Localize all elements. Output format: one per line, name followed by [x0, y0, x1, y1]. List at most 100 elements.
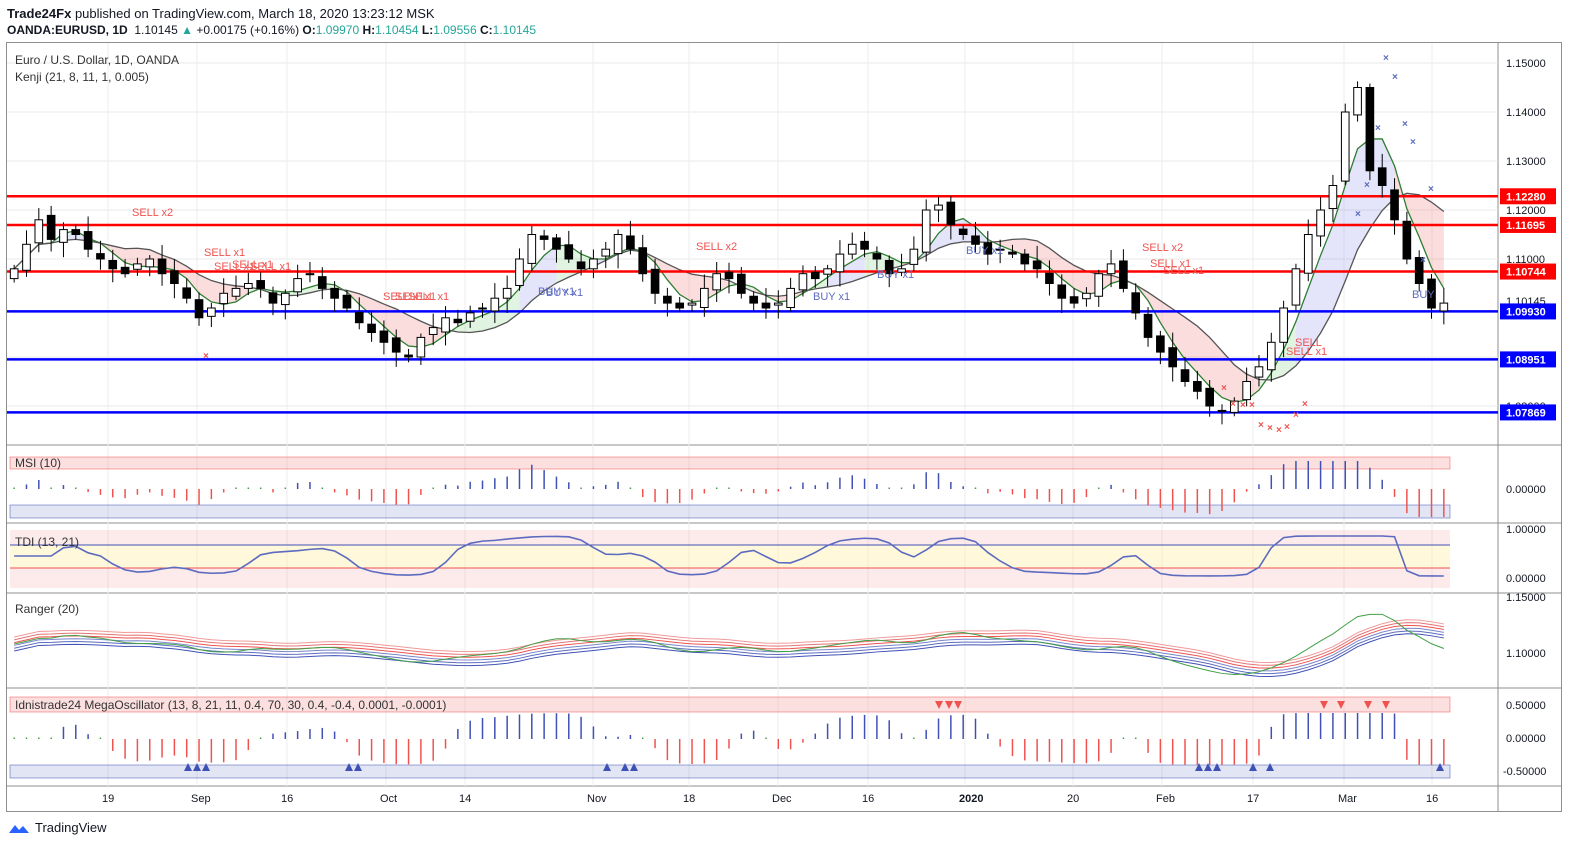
tdi-line [14, 535, 1444, 577]
high-value: 1.10454 [375, 23, 419, 37]
tradingview-logo-icon [9, 824, 29, 833]
signal-x-marker: × [1428, 184, 1434, 195]
mega-buy-triangle [1266, 763, 1274, 771]
candle-body [995, 248, 1005, 251]
candle-body [1316, 209, 1325, 237]
candle-body [946, 201, 956, 226]
up-arrow-icon: ▲ [181, 23, 193, 37]
candle-body [909, 248, 919, 265]
candle-body [1205, 387, 1214, 407]
candle-body [847, 243, 857, 255]
kenji-band-segment [396, 308, 409, 346]
candle-body [1082, 292, 1091, 300]
signal-x-marker: × [1410, 137, 1416, 148]
kenji-band-segment [482, 310, 495, 332]
kenji-band-segment [519, 270, 532, 313]
kenji-band-segment [1000, 239, 1013, 251]
candle-body [404, 354, 413, 358]
time-axis-label: 16 [862, 793, 874, 805]
mega-buy-triangle [1213, 763, 1221, 771]
kenji-band-segment [655, 257, 668, 280]
trade-signal-label: SELL x1 [214, 261, 255, 273]
low-value: 1.09556 [433, 23, 477, 37]
trade-signal-label: SELL x1 [408, 291, 449, 303]
mega-sell-triangle [945, 701, 953, 709]
trade-signal-label: SELL x1 [1286, 346, 1327, 358]
candle-body [712, 273, 721, 291]
trade-signal-label: BUY x1 [877, 269, 914, 281]
signal-x-marker: × [1258, 420, 1264, 431]
mega-sell-triangle [1337, 701, 1345, 709]
candle-body [589, 258, 598, 270]
candle-body [256, 280, 265, 289]
tradingview-text: TradingView [35, 820, 107, 835]
kenji-band-segment [112, 245, 126, 263]
candle-body [1390, 189, 1399, 221]
candle-body [700, 287, 709, 309]
candle-body [441, 317, 450, 333]
resistance-badge [1500, 263, 1556, 280]
candle-body [897, 268, 906, 273]
kenji-band-segment [938, 222, 951, 249]
candle-body [798, 273, 808, 291]
candle-body [971, 235, 980, 245]
candle-body [1119, 260, 1128, 289]
time-axis-label: 2020 [959, 793, 983, 805]
candle-body [1045, 272, 1054, 284]
candle-body [170, 270, 179, 285]
candle-body [552, 237, 561, 250]
candle-body [1427, 278, 1436, 309]
trade-signal-label: BUY x1 [813, 291, 850, 303]
trade-signal-label: SELL x1 [383, 291, 424, 303]
candle-body [1193, 381, 1202, 392]
time-axis-label: 16 [1426, 793, 1438, 805]
kenji-band-segment [1197, 326, 1210, 387]
candle-body [1340, 111, 1350, 182]
signal-x-marker: × [1392, 72, 1398, 83]
tradingview-logo[interactable]: TradingView [7, 820, 107, 835]
price-tick-label: 1.15000 [1506, 58, 1546, 70]
kenji-band-segment [457, 320, 471, 333]
price-tick-label: 1.14000 [1506, 107, 1546, 119]
resistance-badge [1500, 188, 1556, 205]
candle-body [663, 295, 672, 304]
candle-body [1266, 341, 1276, 371]
candle-body [1057, 284, 1067, 299]
candle-body [83, 231, 93, 250]
mega-buy-triangle [630, 763, 638, 771]
kenji-band-segment [1345, 148, 1358, 282]
resistance-badge [1500, 216, 1556, 233]
ranger-axis-label: 1.15000 [1506, 592, 1546, 604]
candle-body [983, 242, 993, 255]
candle-body [108, 259, 118, 270]
candle-body [1168, 347, 1178, 368]
candle-body [305, 273, 315, 276]
candle-body [1106, 263, 1116, 275]
candle-body [354, 311, 364, 324]
ranger-band-line [14, 619, 1444, 663]
kenji-band-segment [1221, 351, 1235, 403]
signal-x-marker: × [1402, 119, 1408, 130]
candle-body [626, 235, 635, 250]
signal-x-marker: × [1293, 410, 1299, 421]
candle-body [157, 258, 167, 275]
candle-body [34, 219, 44, 244]
candle-body [416, 336, 426, 358]
tdi-upper-zone [10, 530, 1450, 545]
candle-body [921, 209, 931, 253]
candle-body [786, 287, 795, 309]
ranger-band-line [14, 627, 1444, 672]
candle-body [465, 312, 475, 322]
kenji-band-segment [679, 269, 693, 302]
kenji-band-segment [1172, 308, 1186, 360]
kenji-band-segment [1209, 337, 1222, 398]
open-label: O: [302, 23, 316, 37]
candle-body [231, 287, 241, 297]
signal-x-marker: × [1284, 422, 1290, 433]
signal-x-marker: × [1420, 255, 1426, 266]
candle-body [182, 287, 192, 299]
ranger-axis-label: 1.10000 [1506, 648, 1546, 660]
candle-body [638, 247, 648, 275]
candle-body [576, 261, 586, 270]
